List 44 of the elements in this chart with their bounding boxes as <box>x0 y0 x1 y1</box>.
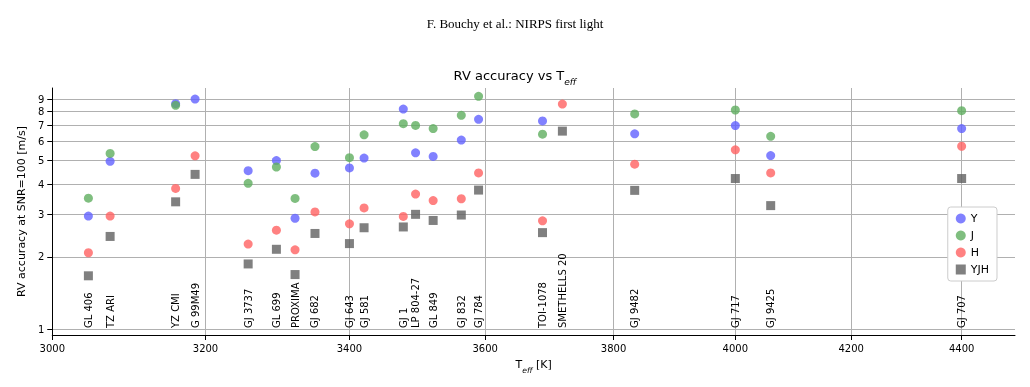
legend-label: H <box>970 246 980 259</box>
x-tick-label: 3600 <box>472 342 498 354</box>
annotation: GJ 784 <box>473 295 485 328</box>
annotation: YZ CMI <box>170 293 182 329</box>
y-tick-label: 6 <box>37 136 45 148</box>
annotation: PROXIMA <box>289 282 301 328</box>
y-tick-label: 9 <box>37 93 45 105</box>
y-tick-label: 4 <box>37 178 45 190</box>
annotation: LP 804-27 <box>410 277 422 328</box>
y-axis-title: RV accuracy at SNR=100 [m/s] <box>15 125 28 298</box>
annotation: GJ 581 <box>358 295 370 328</box>
legend-label: YJH <box>969 263 990 276</box>
annotation: G 99M49 <box>189 282 201 328</box>
x-tick-label: 3000 <box>39 342 65 354</box>
annotation: GJ 707 <box>956 295 968 328</box>
x-tick-label: 4000 <box>722 342 749 354</box>
y-tick-label: 1 <box>37 324 45 336</box>
x-tick-label: 4400 <box>948 342 975 354</box>
annotation: GJ 717 <box>729 295 741 328</box>
y-tick-label: 5 <box>37 155 45 167</box>
x-tick-label: 3800 <box>600 342 627 354</box>
annotation: GJ 3737 <box>242 288 254 328</box>
x-tick-label: 3400 <box>336 342 363 354</box>
annotation: GL 849 <box>427 292 439 328</box>
annotation: GJ 643 <box>343 295 355 328</box>
x-tick-label: 3200 <box>192 342 219 354</box>
annotation: GL 699 <box>270 292 282 328</box>
legend-label: Y <box>969 212 978 225</box>
annotation: GJ 1 <box>397 307 409 328</box>
annotation: GJ 832 <box>455 295 467 328</box>
annotation: TOI-1078 <box>537 282 549 329</box>
y-tick-label: 2 <box>37 251 45 263</box>
y-tick-label: 3 <box>37 208 45 220</box>
annotation: GL 406 <box>82 292 94 328</box>
annotation: SMETHELLS 20 <box>556 253 568 328</box>
x-tick-label: 4200 <box>838 342 864 354</box>
annotation: GJ 9482 <box>629 288 641 328</box>
annotation: GJ 9425 <box>765 288 777 328</box>
legend-label: J <box>969 229 975 242</box>
y-tick-label: 8 <box>37 105 45 117</box>
annotation: TZ ARI <box>104 295 116 329</box>
chart-title: F. Bouchy et al.: NIRPS first light <box>426 16 604 31</box>
y-tick-label: 7 <box>37 119 45 131</box>
annotation: GJ 682 <box>309 295 321 328</box>
